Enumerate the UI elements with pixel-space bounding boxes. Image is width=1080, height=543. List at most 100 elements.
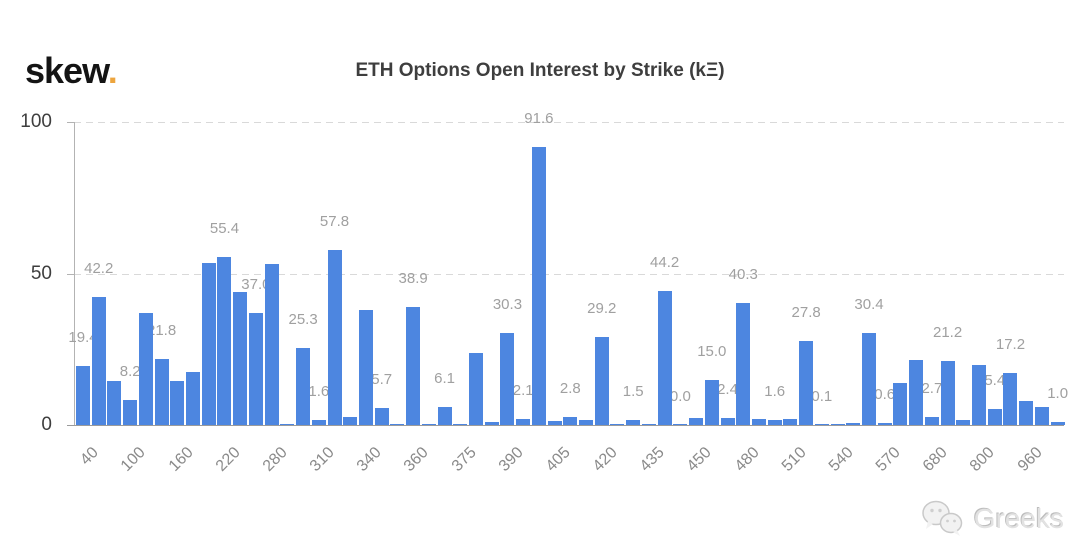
bar-value-label: 17.2 <box>995 335 1026 353</box>
bar <box>940 360 955 425</box>
x-tick-label: 40 <box>77 444 103 469</box>
bar <box>91 297 106 425</box>
bar <box>626 420 641 425</box>
bar <box>437 406 452 425</box>
bar <box>830 424 845 425</box>
bar <box>846 423 861 425</box>
bar <box>406 307 421 425</box>
bar <box>767 420 782 425</box>
bar-value-label: 2.1 <box>512 381 534 399</box>
x-tick-label: 100 <box>118 444 150 475</box>
y-axis-tick <box>67 273 74 275</box>
x-tick-label: 405 <box>542 444 574 475</box>
y-axis-label: 0 <box>41 414 52 435</box>
x-tick-label: 310 <box>306 444 338 475</box>
x-tick-label: 435 <box>637 444 668 475</box>
bar-value-label: 25.3 <box>288 311 318 329</box>
y-gridline <box>74 122 1064 123</box>
x-tick-label: 160 <box>165 444 197 475</box>
x-tick-label: 360 <box>401 444 433 475</box>
bar <box>689 417 704 425</box>
bar <box>186 371 201 425</box>
y-gridline <box>74 273 1064 275</box>
bar <box>516 418 531 425</box>
y-axis-label: 50 <box>30 262 52 284</box>
bar <box>862 332 876 425</box>
bar <box>563 416 578 425</box>
x-tick-label: 420 <box>589 444 621 475</box>
bar <box>343 416 358 425</box>
bar <box>909 360 924 425</box>
bar <box>673 424 688 425</box>
x-tick-label: 480 <box>731 444 763 475</box>
bar-value-label: 19.4 <box>68 329 98 347</box>
bar-value-label: 21.2 <box>932 323 963 341</box>
bar <box>531 147 546 425</box>
bar-value-label: 29.2 <box>587 299 617 317</box>
x-tick-label: 390 <box>495 444 527 475</box>
chart-title: ETH Options Open Interest by Strike (kΞ) <box>355 60 725 81</box>
bar <box>421 424 436 425</box>
bar <box>358 310 373 425</box>
bar <box>217 257 232 425</box>
bar-value-label: 6.1 <box>434 369 455 387</box>
x-tick-label: 450 <box>684 444 716 475</box>
bar <box>264 263 279 425</box>
bar <box>1003 372 1018 425</box>
bar <box>248 312 263 425</box>
bar <box>972 365 987 425</box>
skew-logo-dot: . <box>107 50 118 91</box>
bar-value-label: 30.3 <box>492 296 523 314</box>
bar-value-label: 2.8 <box>559 379 581 397</box>
bar <box>327 249 342 425</box>
bar <box>1019 400 1034 425</box>
bar <box>500 333 515 425</box>
bar-value-label: 0.6 <box>874 386 896 404</box>
bar <box>76 366 90 425</box>
x-tick-label: 280 <box>259 444 291 475</box>
y-axis-line <box>74 122 75 425</box>
bar-value-label: 1.6 <box>308 383 330 401</box>
x-tick-label: 800 <box>967 444 999 475</box>
bar-value-label: 0.0 <box>669 388 691 405</box>
y-axis-label: 100 <box>20 111 52 132</box>
bar <box>893 383 908 425</box>
bar <box>311 420 326 425</box>
bar <box>123 400 138 425</box>
bar <box>547 421 562 425</box>
bar <box>280 424 295 425</box>
x-tick-label: 960 <box>1014 444 1046 475</box>
bar <box>107 381 122 425</box>
bar <box>877 423 892 425</box>
bar-value-label: 0.1 <box>811 387 833 405</box>
bar-value-label: 2.4 <box>717 380 738 398</box>
bar <box>170 381 185 425</box>
bar <box>453 424 468 425</box>
bar-value-label: 1.6 <box>764 383 786 401</box>
bar <box>641 424 656 425</box>
bar <box>1034 406 1049 425</box>
bar <box>390 424 405 425</box>
bar-value-label: 8.2 <box>119 363 141 381</box>
x-tick-label: 375 <box>448 444 480 475</box>
bar <box>736 302 751 425</box>
bar <box>374 407 389 425</box>
bar-value-label: 27.8 <box>791 303 821 321</box>
bar <box>783 419 798 425</box>
bar <box>579 420 594 425</box>
bar-value-label: 5.4 <box>984 371 1006 389</box>
bar <box>469 353 483 425</box>
x-tick-label: 340 <box>354 444 385 475</box>
bar-value-label: 42.2 <box>84 260 114 278</box>
wechat-icon <box>920 500 966 538</box>
bar-value-label: 21.8 <box>146 321 177 339</box>
bar <box>610 424 625 425</box>
bar <box>154 358 169 425</box>
bar <box>1050 421 1065 425</box>
x-tick-label: 220 <box>212 444 244 475</box>
x-tick-label: 570 <box>872 444 904 475</box>
bar-value-label: 30.4 <box>854 295 884 313</box>
y-axis-tick <box>67 122 74 123</box>
bar <box>751 419 766 425</box>
